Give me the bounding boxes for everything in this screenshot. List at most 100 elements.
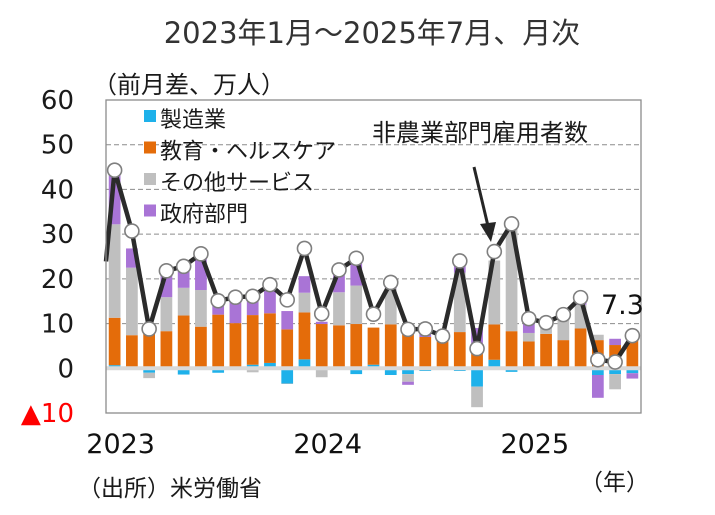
bar-segment [384, 324, 397, 369]
bar-segment [281, 368, 294, 384]
bar-segment [143, 372, 156, 379]
bar-segment [505, 331, 518, 369]
y-tick-label: 20 [41, 265, 74, 295]
line-point [469, 340, 485, 357]
y-tick-label: 60 [41, 86, 74, 116]
bar-segment [488, 260, 501, 325]
x-tick-label: 2023 [86, 429, 155, 460]
bar-segment [419, 336, 432, 369]
bar-segment [453, 272, 466, 333]
bar-segment [126, 335, 138, 369]
bar-segment [177, 315, 190, 369]
bar-segment [402, 328, 414, 369]
bar-segment [126, 267, 138, 336]
line-series [103, 162, 641, 370]
legend-label: 教育・ヘルスケア [160, 140, 336, 165]
bar-segment [108, 224, 121, 318]
bar-segment [108, 317, 121, 366]
y-tick-label: 50 [41, 131, 74, 161]
bar-segment [315, 321, 328, 325]
bar-segment [574, 304, 587, 329]
x-axis-ticks: 2023 2024 2025 [86, 429, 569, 460]
bar-segment [177, 263, 190, 288]
y-tick-label: 0 [57, 354, 74, 384]
bar-segment [367, 327, 380, 365]
x-tick-label: 2024 [293, 429, 362, 460]
line-point [572, 289, 589, 306]
bar-segment [591, 334, 604, 341]
line-point [607, 354, 623, 370]
bar-segment [264, 284, 276, 314]
source-note: （出所）米労働省 [78, 476, 262, 502]
bar-segment [402, 374, 414, 382]
bar-segment [350, 324, 363, 369]
line-point [348, 250, 365, 267]
line-point [382, 274, 399, 291]
annotation-arrow-shaft [472, 166, 490, 227]
bar-segment [108, 171, 121, 225]
y-tick-label: 40 [41, 175, 74, 205]
bar-segment [609, 338, 621, 346]
line-point [158, 263, 175, 279]
line-point [210, 292, 226, 309]
line-point [538, 314, 554, 331]
bar-segment [350, 261, 363, 286]
bar-segment [557, 340, 570, 369]
bar-segment [212, 368, 225, 373]
bar-segment [246, 368, 259, 373]
bar-segment [384, 368, 397, 375]
bar-segment [143, 368, 156, 373]
bar-segment [281, 311, 294, 330]
bar-segment [195, 290, 207, 327]
line-point [400, 321, 416, 338]
bar-segment [212, 314, 225, 369]
line-point [503, 216, 520, 232]
bar-segment [488, 324, 501, 360]
bar-segment [160, 331, 173, 369]
line-point [279, 292, 296, 308]
y-axis-ticks: 60 50 40 30 20 10 0 ▲10 [21, 86, 74, 429]
line-point [521, 310, 537, 327]
bar-segment [315, 368, 328, 378]
line-point [451, 253, 468, 269]
line-point [175, 258, 192, 275]
line-point [296, 240, 313, 257]
bar-segment [574, 328, 587, 367]
bar-segment [160, 297, 173, 332]
legend-label: 政府部門 [160, 203, 248, 228]
last-value-label: 7.3 [601, 290, 644, 321]
bar-segment [177, 368, 190, 375]
line-point [124, 223, 140, 239]
bar-segment [609, 374, 621, 390]
bar-segment [298, 276, 311, 293]
bar-segment [488, 359, 501, 369]
line-point [365, 306, 382, 322]
legend-swatch [144, 204, 156, 217]
bar-segment [195, 256, 207, 291]
bar-segment [522, 332, 535, 342]
bar-segment [626, 373, 639, 379]
bar-segment [591, 368, 604, 375]
y-tick-label: 10 [41, 310, 74, 340]
bar-segment [229, 323, 242, 369]
bar-segment [126, 248, 138, 268]
legend-label: 製造業 [160, 108, 226, 133]
bar-segment [591, 374, 604, 398]
bar-segment [160, 274, 173, 298]
bar-segment [298, 292, 311, 313]
bar-segment [609, 368, 621, 375]
line-point [590, 351, 606, 368]
line-point [417, 321, 434, 337]
line-point [244, 288, 261, 305]
bar-segment [264, 362, 276, 369]
annotation-nfp: 非農業部門雇用者数 [372, 119, 588, 242]
bar-segment [333, 325, 345, 369]
bar-segment [333, 268, 345, 293]
bar-segment [471, 386, 483, 408]
y-tick-label: 30 [41, 220, 74, 250]
bar-segment [402, 381, 414, 385]
line-point [555, 306, 572, 323]
line-point [106, 162, 123, 179]
